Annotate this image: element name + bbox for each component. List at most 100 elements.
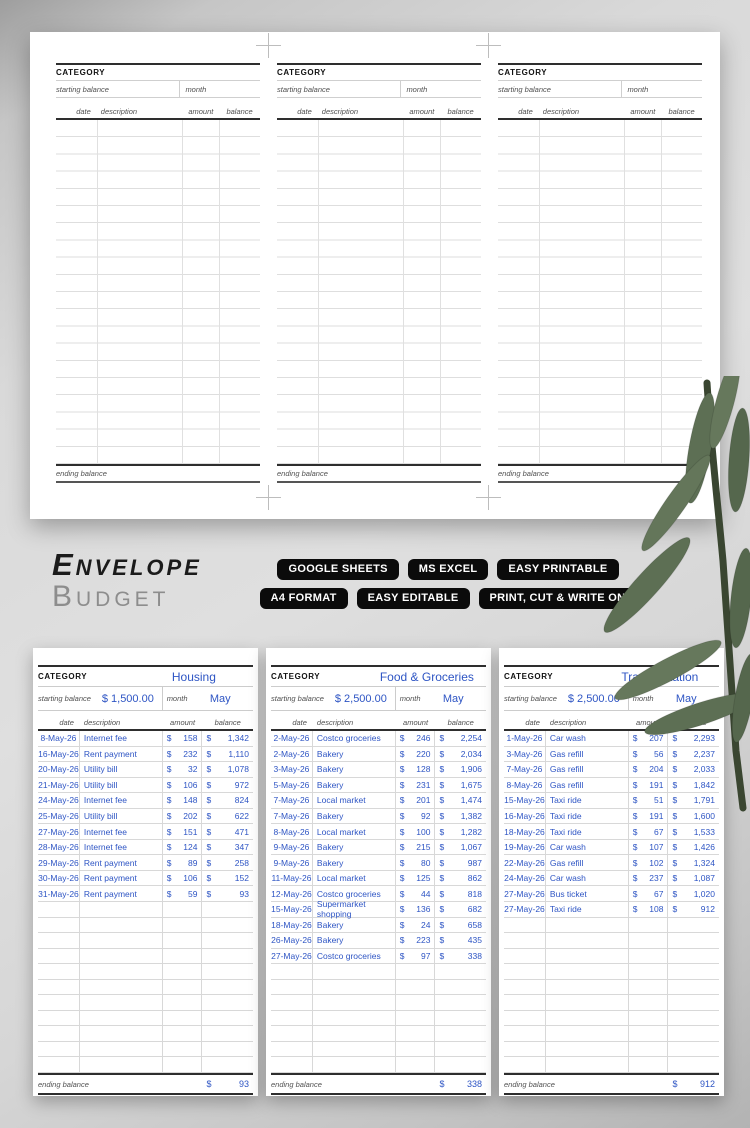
- empty-row: [271, 979, 486, 996]
- feature-badge: MS EXCEL: [407, 559, 489, 580]
- empty-row: [38, 979, 253, 996]
- empty-row: [504, 1026, 719, 1042]
- month-value: May: [442, 692, 464, 705]
- envelope-budget-card: CATEGORY Food & Groceries starting balan…: [266, 648, 491, 1096]
- empty-row: [504, 1041, 719, 1058]
- ledger-rows: 2-May-26 Costco groceries $246 $2,254 2-May-…: [271, 731, 486, 1074]
- entry-row: 5-May-26 Bakery $231 $1,675: [271, 777, 486, 794]
- divider: [277, 63, 481, 65]
- entry-row: 7-May-26 Local market $201 $1,474: [271, 793, 486, 809]
- envelope-budget-card: CATEGORY Housing starting balance $ 1,50…: [33, 648, 258, 1096]
- empty-row: [38, 902, 253, 918]
- column-header-description: description: [100, 107, 138, 116]
- entry-row: 15-May-26 Taxi ride $51 $1,791: [504, 793, 719, 809]
- empty-row: [271, 1026, 486, 1042]
- entry-row: 12-May-26 Costco groceries $44 $818: [271, 886, 486, 903]
- entry-row: 27-May-26 Costco groceries $97 $338: [271, 948, 486, 965]
- blank-ledger-grid: [277, 120, 481, 464]
- divider: [504, 665, 719, 667]
- starting-balance-label: starting balance: [38, 694, 91, 703]
- empty-row: [271, 995, 486, 1011]
- crop-mark: [476, 33, 501, 58]
- entry-row: 15-May-26 Supermarket shopping $136 $682: [271, 899, 486, 919]
- category-label: CATEGORY: [38, 672, 88, 681]
- feature-badges: GOOGLE SHEETS MS EXCEL EASY PRINTABLE A4 FO…: [238, 559, 658, 617]
- month-label: month: [399, 694, 421, 703]
- category-label: CATEGORY: [504, 672, 554, 681]
- entry-row: 18-May-26 Taxi ride $67 $1,533: [504, 824, 719, 840]
- entry-row: 8-May-26 Local market $100 $1,282: [271, 824, 486, 840]
- ending-balance-label: ending balance: [271, 1079, 322, 1089]
- divider: [271, 1073, 486, 1076]
- entry-row: 9-May-26 Bakery $80 $987: [271, 855, 486, 871]
- ending-balance-label: ending balance: [56, 469, 107, 478]
- category-value: Housing: [171, 669, 216, 684]
- entry-row: 2-May-26 Bakery $220 $2,034: [271, 746, 486, 763]
- entry-row: 27-May-26 Bus ticket $67 $1,020: [504, 886, 719, 903]
- crop-mark: [476, 485, 501, 510]
- starting-balance-label: starting balance: [504, 694, 557, 703]
- divider: [271, 729, 486, 731]
- divider: [498, 63, 702, 65]
- empty-row: [271, 1010, 486, 1027]
- divider: [56, 63, 260, 65]
- ledger-rows: 8-May-26 Internet fee $158 $1,342 16-May-26 R…: [38, 731, 253, 1074]
- starting-balance-value: $ 2,500.00: [567, 692, 620, 705]
- ending-balance-label: ending balance: [504, 1079, 555, 1089]
- entry-row: 7-May-26 Gas refill $204 $2,033: [504, 762, 719, 778]
- starting-balance-label: starting balance: [498, 84, 551, 94]
- category-value: Transportation: [621, 669, 699, 684]
- blank-templates-sheet: CATEGORY starting balance month date des…: [30, 32, 720, 519]
- starting-balance-value: $ 2,500.00: [334, 692, 387, 705]
- divider: [56, 97, 260, 98]
- entry-row: 27-May-26 Internet fee $151 $471: [38, 824, 253, 840]
- entry-row: 8-May-26 Gas refill $191 $1,842: [504, 777, 719, 794]
- divider: [38, 665, 253, 667]
- divider: [38, 1073, 253, 1076]
- divider: [504, 1093, 719, 1096]
- divider: [38, 729, 253, 731]
- empty-row: [504, 917, 719, 934]
- starting-balance-label: starting balance: [277, 84, 330, 94]
- feature-badge: A4 FORMAT: [259, 588, 348, 609]
- product-title: Envelope Budget: [52, 549, 202, 612]
- empty-row: [504, 995, 719, 1011]
- divider: [498, 118, 702, 120]
- entry-row: 18-May-26 Bakery $24 $658: [271, 917, 486, 934]
- product-title-line2: Budget: [52, 580, 170, 613]
- column-header-amount: amount: [630, 107, 656, 116]
- empty-row: [504, 979, 719, 996]
- divider: [277, 464, 481, 466]
- entry-row: 28-May-26 Internet fee $124 $347: [38, 839, 253, 856]
- empty-row: [271, 1041, 486, 1058]
- empty-row: [271, 1057, 486, 1074]
- entry-row: 24-May-26 Internet fee $148 $824: [38, 793, 253, 809]
- column-header-balance: balance: [680, 718, 707, 727]
- ledger-rows: 1-May-26 Car wash $207 $2,293 3-May-26 Gas re…: [504, 731, 719, 1074]
- empty-row: [38, 1041, 253, 1058]
- empty-row: [38, 1010, 253, 1027]
- month-label: month: [627, 84, 649, 94]
- column-header-description: description: [549, 718, 587, 727]
- column-header-date: date: [292, 718, 307, 727]
- entry-row: 16-May-26 Rent payment $232 $1,110: [38, 746, 253, 763]
- column-header-date: date: [518, 107, 533, 116]
- entry-row: 3-May-26 Bakery $128 $1,906: [271, 762, 486, 778]
- divider: [277, 118, 481, 120]
- divider: [277, 481, 481, 483]
- starting-balance-value: $ 1,500.00: [101, 692, 154, 705]
- feature-badge: EASY EDITABLE: [356, 588, 470, 609]
- starting-balance-label: starting balance: [56, 84, 109, 94]
- entry-row: 16-May-26 Taxi ride $191 $1,600: [504, 808, 719, 825]
- entry-row: 20-May-26 Utility bill $32 $1,078: [38, 762, 253, 778]
- divider: [277, 97, 481, 98]
- column-header-balance: balance: [668, 107, 695, 116]
- entry-row: 29-May-26 Rent payment $89 $258: [38, 855, 253, 871]
- crop-mark: [256, 33, 281, 58]
- divider: [504, 1073, 719, 1076]
- divider: [271, 665, 486, 667]
- product-title-line1: Envelope: [52, 547, 202, 582]
- column-header-date: date: [525, 718, 540, 727]
- empty-row: [38, 917, 253, 934]
- category-label: CATEGORY: [277, 68, 327, 77]
